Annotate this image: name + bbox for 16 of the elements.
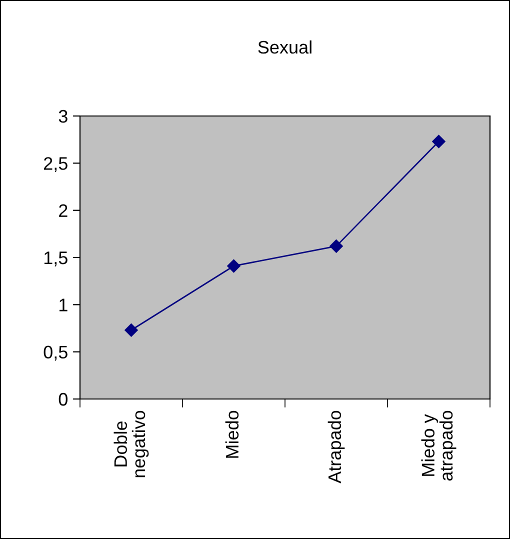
point [330, 240, 343, 253]
y-tick-label: 2,5 [44, 157, 68, 172]
point [124, 324, 138, 337]
chart-title: Sexual [258, 40, 312, 54]
y-tick-label: 0 [58, 392, 68, 406]
x-tick-label: Doble negativo [114, 410, 149, 478]
y-tick-label: 3 [58, 110, 68, 123]
y-tick-label: 1,5 [44, 252, 68, 266]
point [432, 134, 446, 148]
x-tick-label: Atrapado [328, 410, 345, 484]
y-tick-label: 2 [59, 204, 68, 217]
y-tick-label: 0,5 [44, 346, 68, 361]
y-tick-label: 1 [60, 298, 68, 312]
x-tick-label: Miedo y atrapado [421, 410, 456, 481]
x-tick-label: Miedo [225, 410, 239, 458]
point [227, 259, 240, 273]
